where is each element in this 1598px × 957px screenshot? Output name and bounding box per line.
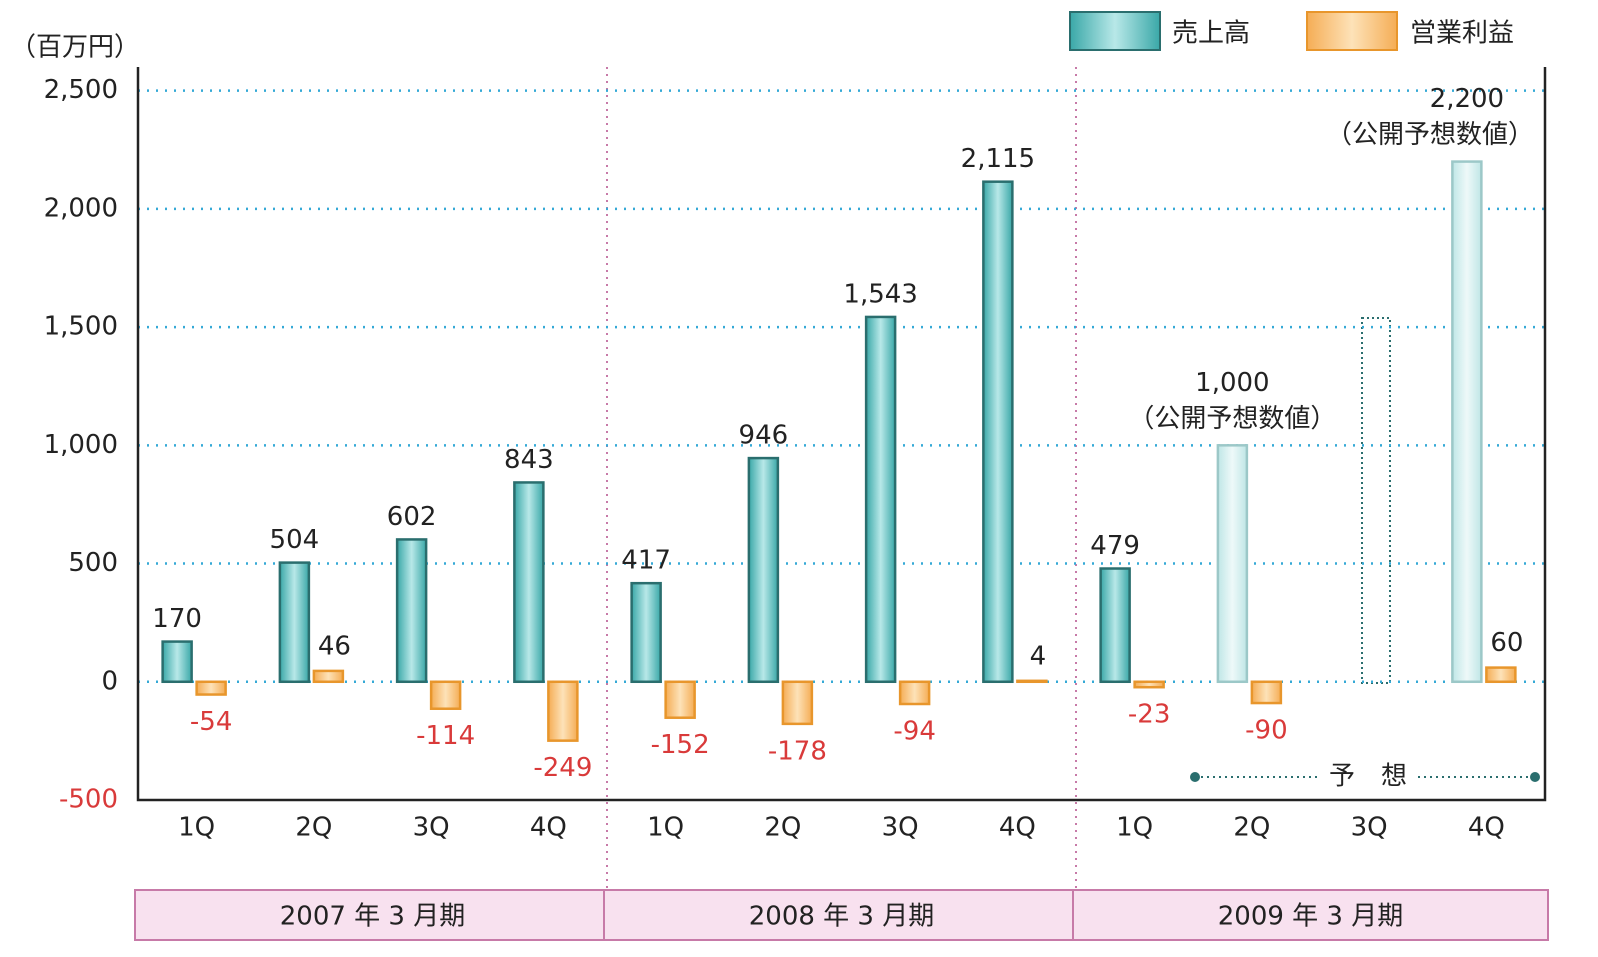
x-tick-label: 3Q [413, 813, 450, 843]
value-label: 46 [318, 631, 351, 661]
bar [278, 561, 311, 684]
forecast-dot [1190, 772, 1200, 782]
value-label: 1,543 [843, 279, 917, 309]
bar [1451, 160, 1483, 684]
x-tick-label: 3Q [1351, 813, 1388, 843]
bar [429, 680, 462, 710]
value-label: -23 [1128, 700, 1170, 730]
bar [898, 680, 931, 706]
x-tick-label: 4Q [999, 813, 1036, 843]
value-label: 170 [152, 604, 202, 634]
forecast-dot [1530, 772, 1540, 782]
bar [547, 680, 579, 742]
x-tick-label: 1Q [178, 813, 215, 843]
value-label: -114 [416, 721, 475, 751]
bar [982, 180, 1014, 684]
y-unit: （百万円） [10, 33, 140, 63]
value-label: 2,115 [961, 144, 1035, 174]
value-label: -90 [1245, 716, 1287, 746]
y-tick-label: 1,000 [44, 430, 118, 460]
axis [136, 67, 1547, 802]
value-label: -178 [768, 736, 827, 766]
annotation: （公開予想数値） [1128, 404, 1336, 434]
group-label: 2009 年 3 月期 [1218, 902, 1404, 932]
value-label: -54 [190, 707, 232, 737]
value-label: -249 [533, 753, 592, 783]
legend-label: 営業利益 [1410, 19, 1514, 49]
x-tick-label: 2Q [1233, 813, 1270, 843]
group-box [1072, 889, 1549, 941]
value-label: -94 [893, 717, 935, 747]
value-label: 479 [1090, 531, 1140, 561]
group-label: 2008 年 3 月期 [749, 902, 935, 932]
legend-swatch [1069, 11, 1161, 51]
value-label: 417 [621, 546, 671, 576]
x-tick-label: 2Q [764, 813, 801, 843]
x-tick-label: 3Q [882, 813, 919, 843]
bar [312, 669, 345, 684]
bar [195, 680, 227, 696]
x-tick-label: 2Q [295, 813, 332, 843]
group-box [134, 889, 605, 941]
y-tick-label: 0 [101, 666, 118, 696]
value-label: 2,200 [1430, 84, 1504, 114]
value-label: 4 [1030, 641, 1047, 671]
bar [1133, 680, 1165, 689]
y-tick-label: -500 [59, 785, 118, 815]
bar [161, 640, 193, 684]
value-label: -152 [651, 730, 710, 760]
value-label: 843 [504, 445, 554, 475]
bar [630, 581, 662, 684]
bar [395, 538, 428, 684]
value-label: 1,000 [1195, 368, 1269, 398]
group-box [603, 889, 1074, 941]
y-tick-label: 1,500 [44, 312, 118, 342]
bar [1216, 444, 1249, 684]
bar [513, 481, 545, 684]
bar [1485, 666, 1517, 684]
value-label: 602 [387, 502, 437, 532]
x-tick-label: 4Q [530, 813, 567, 843]
x-tick-label: 4Q [1468, 813, 1505, 843]
legend-swatch [1306, 11, 1398, 51]
bar [1099, 567, 1131, 684]
annotation: （公開予想数値） [1326, 120, 1534, 150]
bar [864, 315, 897, 684]
y-tick-label: 2,000 [44, 193, 118, 223]
x-tick-label: 1Q [647, 813, 684, 843]
value-label: 60 [1490, 628, 1523, 658]
value-label: 946 [739, 421, 789, 451]
bar [747, 456, 780, 684]
bar [781, 680, 814, 726]
group-label: 2007 年 3 月期 [280, 902, 466, 932]
legend-label: 売上高 [1172, 19, 1250, 49]
bar [1016, 679, 1048, 684]
y-tick-label: 2,500 [44, 75, 118, 105]
placeholder-bar [1361, 317, 1391, 684]
bar [664, 680, 696, 719]
y-tick-label: 500 [68, 548, 118, 578]
forecast-label: 予 想 [1329, 762, 1407, 792]
value-label: 504 [270, 525, 320, 555]
bar [1250, 680, 1283, 705]
x-tick-label: 1Q [1116, 813, 1153, 843]
